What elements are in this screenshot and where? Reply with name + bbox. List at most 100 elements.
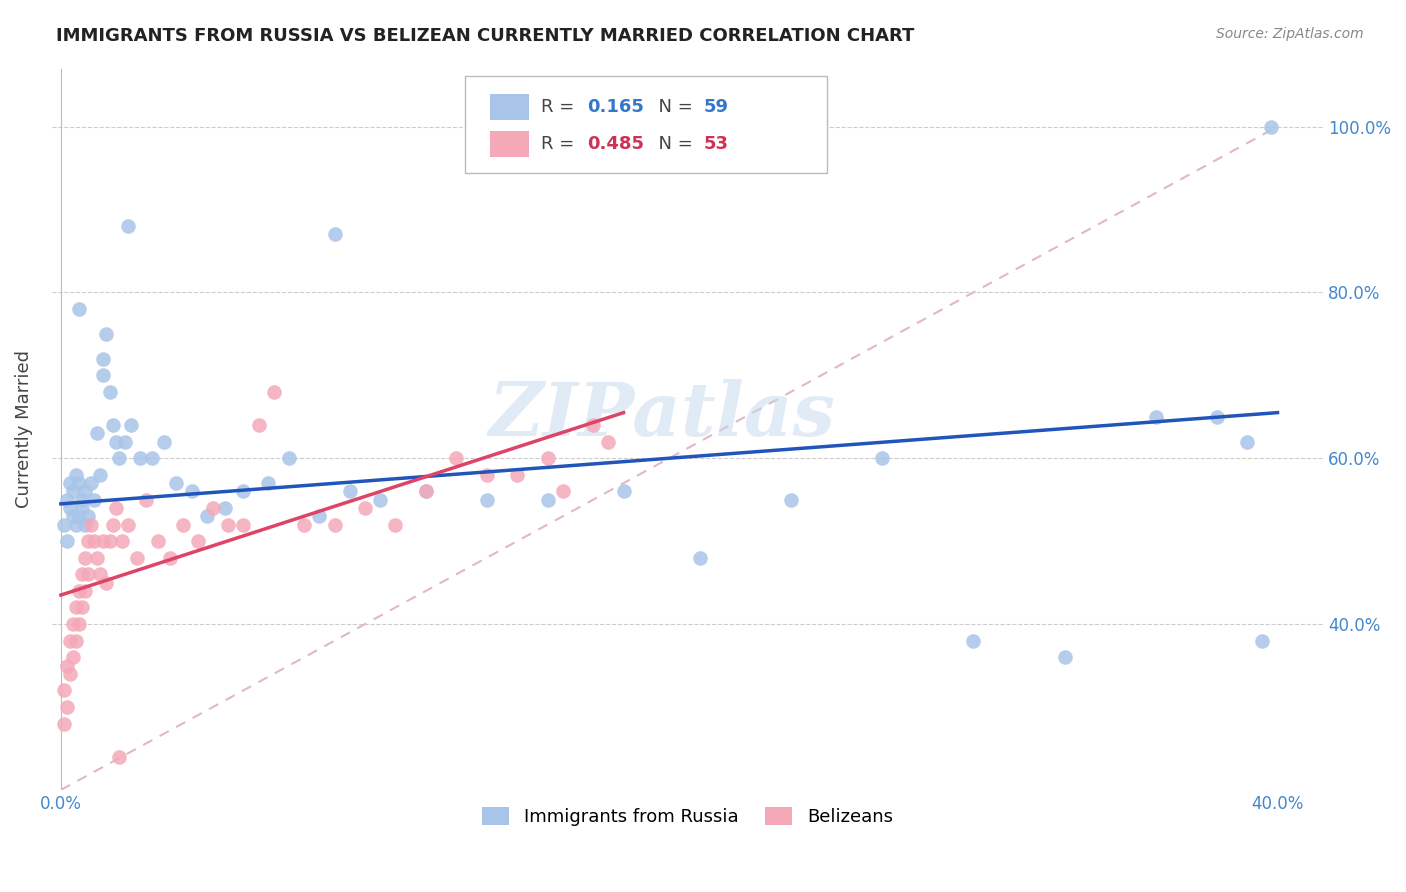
Point xyxy=(80,476,103,491)
Point xyxy=(779,492,801,507)
Point xyxy=(117,219,139,233)
Point xyxy=(1236,434,1258,449)
Point xyxy=(80,517,103,532)
Point xyxy=(446,451,468,466)
Point xyxy=(536,451,558,466)
Point xyxy=(67,301,90,316)
Point xyxy=(689,550,711,565)
Text: N =: N = xyxy=(647,135,699,153)
Point xyxy=(70,492,93,507)
Point xyxy=(120,418,142,433)
Point xyxy=(89,467,111,482)
Point xyxy=(98,384,121,399)
Point xyxy=(75,583,97,598)
Point xyxy=(135,492,157,507)
Text: N =: N = xyxy=(647,98,699,117)
Point xyxy=(75,517,97,532)
Point xyxy=(117,517,139,532)
Point xyxy=(83,534,105,549)
Point xyxy=(96,575,118,590)
Point xyxy=(582,418,605,433)
Point xyxy=(93,534,115,549)
FancyBboxPatch shape xyxy=(491,95,529,120)
Text: 0.485: 0.485 xyxy=(586,135,644,153)
Point xyxy=(75,550,97,565)
Point xyxy=(1251,633,1274,648)
FancyBboxPatch shape xyxy=(465,76,827,173)
Point xyxy=(159,550,181,565)
Point xyxy=(232,484,254,499)
Point xyxy=(104,500,127,515)
Point xyxy=(59,476,82,491)
Point xyxy=(214,500,236,515)
Point xyxy=(323,227,346,242)
Point xyxy=(232,517,254,532)
Point xyxy=(86,550,108,565)
Point xyxy=(201,500,224,515)
Point xyxy=(67,617,90,632)
Point xyxy=(339,484,361,499)
Point xyxy=(415,484,437,499)
Point xyxy=(475,492,498,507)
FancyBboxPatch shape xyxy=(491,130,529,156)
Point xyxy=(62,650,84,665)
Point xyxy=(101,517,124,532)
Point xyxy=(153,434,176,449)
Point xyxy=(368,492,391,507)
Point xyxy=(104,434,127,449)
Point xyxy=(62,484,84,499)
Text: ZIPatlas: ZIPatlas xyxy=(488,378,835,451)
Point xyxy=(59,633,82,648)
Point xyxy=(256,476,278,491)
Point xyxy=(70,500,93,515)
Point xyxy=(217,517,239,532)
Point xyxy=(172,517,194,532)
Point xyxy=(52,716,75,731)
Text: R =: R = xyxy=(541,135,581,153)
Text: Source: ZipAtlas.com: Source: ZipAtlas.com xyxy=(1216,27,1364,41)
Point xyxy=(56,534,79,549)
Point xyxy=(114,434,136,449)
Point xyxy=(65,467,87,482)
Text: 53: 53 xyxy=(704,135,728,153)
Point xyxy=(180,484,202,499)
Text: 59: 59 xyxy=(704,98,728,117)
Point xyxy=(247,418,270,433)
Point xyxy=(83,492,105,507)
Point xyxy=(107,749,129,764)
Point xyxy=(93,351,115,366)
Text: R =: R = xyxy=(541,98,581,117)
Point xyxy=(67,583,90,598)
Point xyxy=(59,500,82,515)
Point xyxy=(89,567,111,582)
Y-axis label: Currently Married: Currently Married xyxy=(15,351,32,508)
Point xyxy=(354,500,377,515)
Point xyxy=(506,467,529,482)
Point xyxy=(86,426,108,441)
Point xyxy=(187,534,209,549)
Point xyxy=(67,476,90,491)
Point xyxy=(278,451,301,466)
Point xyxy=(141,451,163,466)
Point xyxy=(101,418,124,433)
Point xyxy=(195,509,218,524)
Point xyxy=(962,633,984,648)
Point xyxy=(166,476,188,491)
Point xyxy=(77,509,100,524)
Point xyxy=(111,534,134,549)
Point xyxy=(65,600,87,615)
Point xyxy=(75,484,97,499)
Point xyxy=(56,492,79,507)
Point xyxy=(323,517,346,532)
Point xyxy=(52,683,75,698)
Point xyxy=(1144,409,1167,424)
Point xyxy=(62,617,84,632)
Point xyxy=(415,484,437,499)
Point xyxy=(52,517,75,532)
Point xyxy=(292,517,315,532)
Point xyxy=(77,534,100,549)
Point xyxy=(384,517,406,532)
Point xyxy=(1260,120,1282,134)
Point xyxy=(613,484,636,499)
Point xyxy=(125,550,148,565)
